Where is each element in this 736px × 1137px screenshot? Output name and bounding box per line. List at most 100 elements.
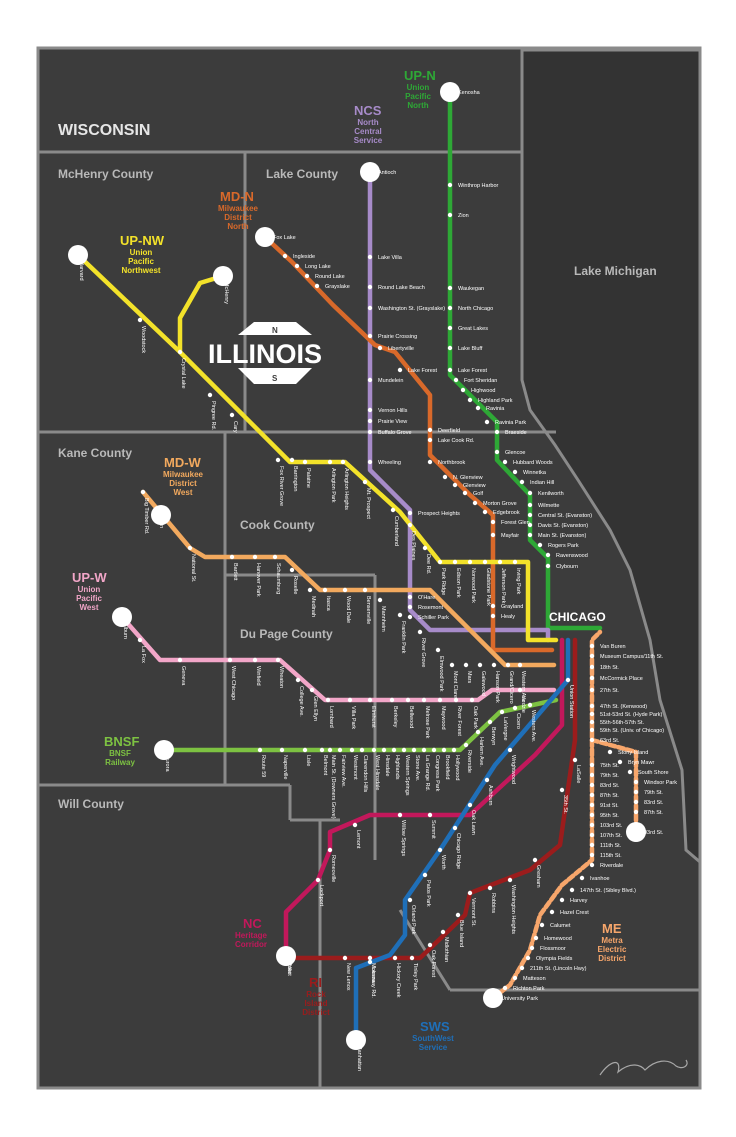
- station-label-up_w: Glen Ellyn: [312, 696, 318, 721]
- station-label-md_n: Forest Glen: [501, 520, 530, 526]
- station-dot-me: [633, 789, 639, 795]
- line-up-nw-mchenry-branch: [177, 273, 226, 355]
- station-dot-md_w: [491, 662, 497, 668]
- station-dot-md_w: [397, 612, 403, 618]
- station-dot-ncs: [407, 614, 413, 620]
- station-dot-up_nw: [137, 317, 143, 323]
- station-dot-ncs: [367, 284, 373, 290]
- county-label-cook: Cook County: [240, 518, 315, 532]
- station-dot-up_w: [421, 697, 427, 703]
- station-label-up_n: Wilmette: [538, 503, 559, 509]
- station-dot-ri: [367, 955, 373, 961]
- station-label-ri: Gresham: [535, 865, 541, 888]
- station-dot-up_nw: [512, 559, 518, 565]
- station-label-up_nw: Norwood Park: [470, 568, 476, 603]
- station-label-bnsf: Belmont: [322, 755, 328, 776]
- station-label-bnsf: Berwyn: [490, 727, 496, 745]
- station-dots: [75, 89, 639, 1043]
- station-dot-up_nw: [220, 273, 226, 279]
- station-label-me: Hazel Crest: [560, 910, 589, 916]
- station-label-up_nw: McHenry: [223, 282, 229, 304]
- station-dot-up_w: [309, 687, 315, 693]
- station-dot-ri: [427, 942, 433, 948]
- station-label-ri: Mokena: [370, 963, 376, 984]
- station-label-up_w: La Fox: [140, 646, 146, 663]
- station-label-up_n: Clybourn: [556, 564, 578, 570]
- station-label-me: 18th St.: [600, 665, 619, 671]
- station-dot-ncs: [367, 169, 373, 175]
- station-label-bnsf: Western Ave.: [530, 710, 536, 743]
- station-label-me: 115th St.: [600, 853, 622, 859]
- station-label-me: 103rd St.: [600, 823, 623, 829]
- station-dot-me: [559, 897, 565, 903]
- station-dot-up_n: [545, 552, 551, 558]
- station-dot-me: [633, 799, 639, 805]
- station-label-up_w: Melrose Park: [424, 706, 430, 739]
- station-label-up_n: North Chicago: [458, 306, 493, 312]
- station-label-me: Van Buren: [600, 644, 626, 650]
- station-label-ncs: Antioch: [378, 170, 396, 176]
- illinois-title: N S ILLINOIS: [208, 322, 322, 384]
- station-label-ri: Midlothian: [443, 937, 449, 962]
- station-label-ri: 35th St.: [562, 795, 568, 814]
- station-label-me: Windsor Park: [644, 780, 677, 786]
- station-dot-bnsf: [512, 705, 518, 711]
- station-label-up_w: Geneva: [180, 666, 186, 686]
- county-label-lake: Lake County: [266, 167, 338, 181]
- station-dot-ncs: [367, 407, 373, 413]
- station-dot-ri: [532, 857, 538, 863]
- station-label-me: Stony Island: [618, 750, 648, 756]
- station-dot-md_w: [289, 567, 295, 573]
- station-dot-bnsf: [411, 747, 417, 753]
- station-label-me: South Shore: [638, 770, 669, 776]
- station-label-bnsf: La Grange Rd.: [424, 755, 430, 792]
- station-label-up_nw: Woodstock: [140, 326, 146, 353]
- station-label-me: 107th St.: [600, 833, 622, 839]
- station-dot-ncs: [367, 459, 373, 465]
- station-label-me: 75th St.: [600, 763, 619, 769]
- station-dot-up_w: [367, 697, 373, 703]
- station-label-md_n: N. Glenview: [453, 475, 483, 481]
- station-dot-md_w: [362, 587, 368, 593]
- station-label-md_w: Mars: [466, 671, 472, 683]
- station-dot-up_w: [517, 687, 523, 693]
- station-label-me: Harvey: [570, 898, 588, 904]
- station-label-up_n: Winthrop Harbor: [458, 183, 499, 189]
- station-dot-bnsf: [421, 747, 427, 753]
- station-label-ri: Oak Forest: [430, 950, 436, 978]
- station-dot-md_w: [505, 662, 511, 668]
- station-dot-ncs: [367, 254, 373, 260]
- station-dot-sws: [467, 802, 473, 808]
- station-label-md_n: Round Lake: [315, 274, 345, 280]
- station-dot-up_w: [389, 697, 395, 703]
- station-dot-up_n: [467, 397, 473, 403]
- station-dot-up_nw: [207, 392, 213, 398]
- station-dot-up_w: [252, 657, 258, 663]
- station-dot-me: [579, 875, 585, 881]
- station-label-me: 27th St.: [600, 688, 619, 694]
- station-dot-up_n: [453, 377, 459, 383]
- station-label-up_nw: Palatine: [305, 468, 311, 488]
- station-label-md_n: Lake Forest: [408, 368, 438, 374]
- station-dot-up_nw: [390, 507, 396, 513]
- station-label-me: 47th St. (Kenwood): [600, 704, 647, 710]
- station-label-sws: Oak Lawn: [470, 810, 476, 835]
- station-dot-md_w: [435, 647, 441, 653]
- station-dot-up_n: [447, 285, 453, 291]
- station-label-ncs: Wheeling: [378, 460, 401, 466]
- station-label-me: 83rd St.: [644, 800, 664, 806]
- station-label-up_n: Ravenswood: [556, 553, 588, 559]
- station-label-bnsf: Harlem Ave.: [478, 737, 484, 767]
- station-dot-bnsf: [463, 742, 469, 748]
- station-dot-me: [589, 664, 595, 670]
- station-dot-md_w: [377, 597, 383, 603]
- station-dot-me: [490, 995, 496, 1001]
- station-dot-md_w: [342, 587, 348, 593]
- station-dot-md_w: [449, 662, 455, 668]
- station-dot-me: [589, 762, 595, 768]
- station-label-bnsf: West Hinsdale: [374, 755, 380, 790]
- station-dot-bnsf: [349, 747, 355, 753]
- station-dot-up_nw: [497, 559, 503, 565]
- station-label-md_n: Glenview: [463, 483, 486, 489]
